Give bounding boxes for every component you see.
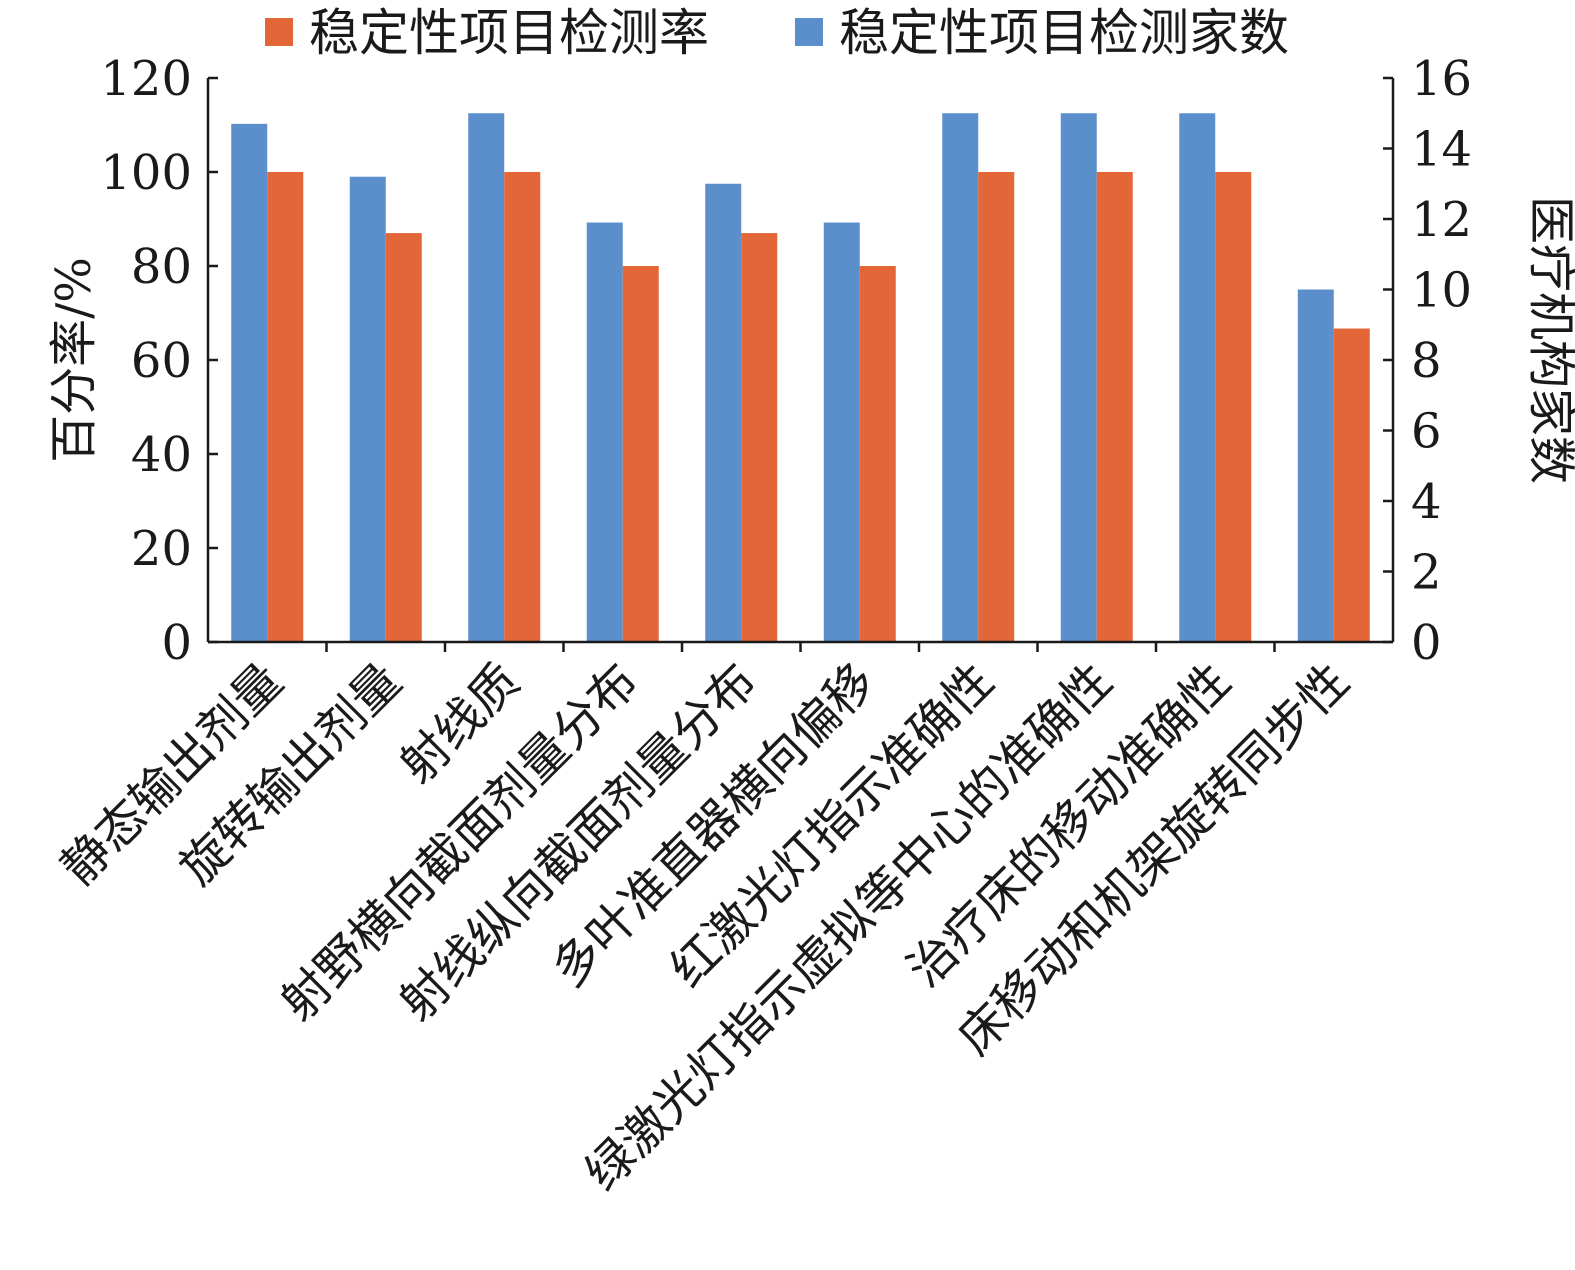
left-tick-label: 100 <box>100 145 192 201</box>
bar-count-2 <box>349 176 386 642</box>
left-tick-label: 80 <box>131 239 192 295</box>
bar-rate-3 <box>504 172 541 642</box>
bar-rate-8 <box>1096 172 1133 642</box>
bar-count-6 <box>823 222 860 642</box>
right-tick-label: 14 <box>1411 122 1472 178</box>
legend-swatch-1 <box>265 18 293 46</box>
right-tick-label: 12 <box>1411 192 1472 248</box>
bar-count-5 <box>705 183 742 642</box>
bar-rate-9 <box>1215 172 1252 642</box>
left-axis-ticks: 0 20 40 60 80 100 120 <box>100 51 218 671</box>
right-tick-label: 6 <box>1411 404 1442 460</box>
bar-count-7 <box>942 113 979 642</box>
left-tick-label: 120 <box>100 51 192 107</box>
bar-count-1 <box>231 123 268 642</box>
bar-rate-5 <box>741 233 778 642</box>
left-tick-label: 40 <box>131 427 192 483</box>
right-tick-label: 4 <box>1411 474 1442 530</box>
bars-group <box>231 113 1370 642</box>
left-axis-title: 百分率/% <box>46 257 102 463</box>
bar-count-3 <box>468 113 505 642</box>
legend-swatch-2 <box>795 18 823 46</box>
right-tick-label: 8 <box>1411 333 1442 389</box>
bar-rate-10 <box>1333 328 1370 642</box>
right-tick-label: 10 <box>1411 263 1472 319</box>
right-tick-label: 2 <box>1411 545 1442 601</box>
left-tick-label: 20 <box>131 521 192 577</box>
bar-count-4 <box>586 222 623 642</box>
left-tick-label: 0 <box>161 615 192 671</box>
bar-count-10 <box>1297 289 1334 642</box>
bar-rate-2 <box>385 233 422 642</box>
legend-label-2: 稳定性项目检测家数 <box>839 4 1289 62</box>
bar-rate-4 <box>622 266 659 642</box>
legend-label-1: 稳定性项目检测率 <box>309 4 709 62</box>
category-labels: 静态输出剂量旋转输出剂量射线质射野横向截面剂量分布射线纵向截面剂量分布多叶准直器… <box>50 653 1360 1202</box>
right-axis-ticks: 0 2 4 6 8 10 12 14 16 <box>1383 51 1472 671</box>
right-tick-label: 0 <box>1411 615 1442 671</box>
right-tick-label: 16 <box>1411 51 1472 107</box>
bar-rate-1 <box>267 172 304 642</box>
bar-count-8 <box>1060 113 1097 642</box>
bar-rate-6 <box>859 266 896 642</box>
bar-rate-7 <box>978 172 1015 642</box>
right-axis-title: 医疗机构家数 <box>1523 196 1575 484</box>
legend: 稳定性项目检测率 稳定性项目检测家数 <box>265 4 1289 62</box>
bar-count-9 <box>1179 113 1216 642</box>
left-tick-label: 60 <box>131 333 192 389</box>
